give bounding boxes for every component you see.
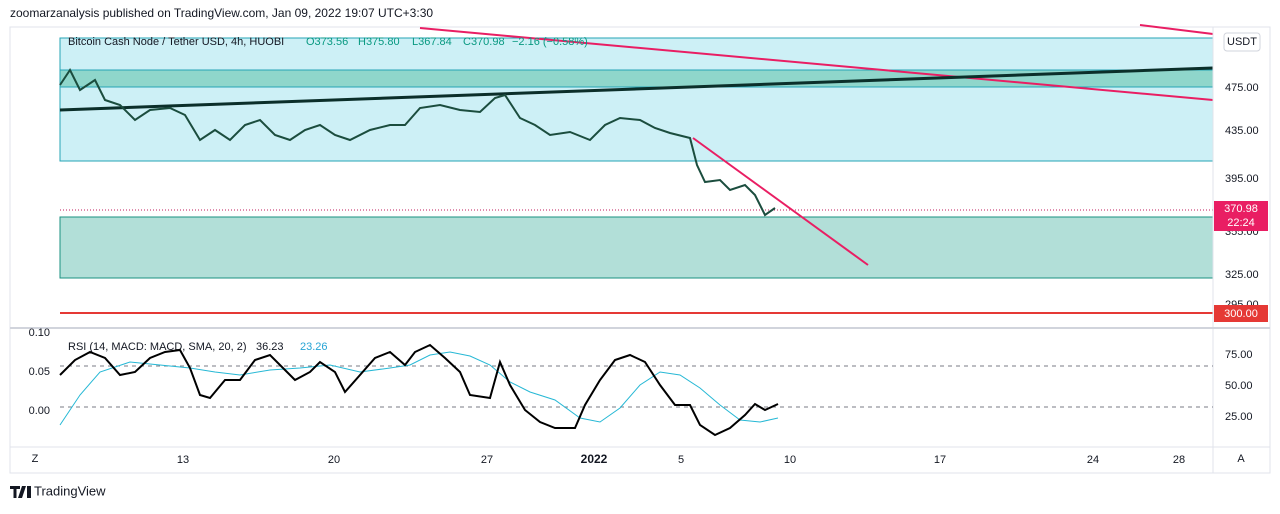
price-label: 325.00 [1225,269,1259,281]
time-label: 10 [784,454,796,466]
time-label: 24 [1087,454,1099,466]
price-label: 395.00 [1225,173,1259,185]
macd-label: 0.10 [29,327,50,339]
zone [59,37,1214,162]
time-label: 5 [678,454,684,466]
trend-line [1139,24,1214,35]
macd-label: 0.05 [29,366,50,378]
signal-line [59,351,779,426]
trend-line [59,66,1214,112]
legend-symbol: Bitcoin Cash Node / Tether USD, 4h, HUOB… [68,36,284,48]
zoom-button[interactable]: Z [32,453,39,465]
last-badge [1214,201,1268,231]
header: zoomarzanalysis published on TradingView… [10,6,433,20]
price-series [59,68,776,217]
time-label: 17 [934,454,946,466]
rsi-label: 25.00 [1225,411,1253,423]
price-label: 435.00 [1225,125,1259,137]
countdown: 22:24 [1227,217,1255,229]
rsi-value: 36.23 [256,341,284,353]
price-label: 475.00 [1225,82,1259,94]
time-label: 13 [177,454,189,466]
frame [9,26,1271,474]
currency[interactable]: USDT [1227,36,1257,48]
macd-label: 0.00 [29,405,50,417]
legend-low: L367.84 [412,36,452,48]
time-label: 28 [1173,454,1185,466]
last-price: 370.98 [1224,203,1258,215]
auto-button[interactable]: A [1237,453,1245,465]
time-label: 20 [328,454,340,466]
rsi-line [59,343,779,437]
trend-line [692,137,869,266]
legend-change: −2.16 (−0.58%) [512,36,588,48]
trend-line [419,27,1214,101]
time-label: 2022 [581,452,608,466]
rsi-label: 75.00 [1225,349,1253,361]
rsi-label: 50.00 [1225,380,1253,392]
currency-button[interactable] [1223,32,1261,52]
time-label: 27 [481,454,493,466]
legend-high: H375.80 [358,36,400,48]
signal-value: 23.26 [300,341,328,353]
legend-close: C370.98 [463,36,505,48]
logo [10,486,31,498]
rsi-title: RSI (14, MACD: MACD, SMA, 20, 2) [68,341,246,353]
legend-open: O373.56 [306,36,348,48]
level-badge [1214,305,1268,322]
zone [59,216,1214,279]
level-price: 300.00 [1224,308,1258,320]
footer-brand: TradingView [34,483,106,498]
